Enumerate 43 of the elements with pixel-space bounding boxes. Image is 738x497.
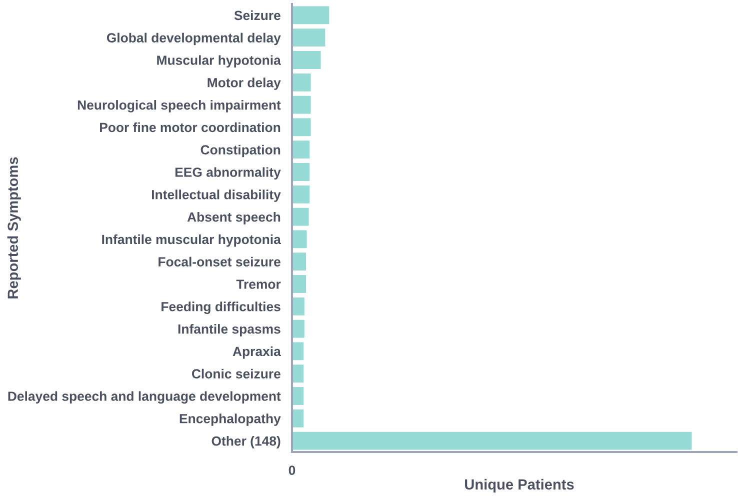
bar [292,185,310,204]
y-tick-label: Absent speech [187,212,280,224]
y-tick-label: Infantile muscular hypotonia [102,234,281,247]
bar [292,51,321,69]
bar [292,140,310,159]
bar [292,297,304,316]
x-axis-title: Unique Patients [465,478,574,492]
bar [292,342,304,360]
bar [292,28,326,47]
y-tick-label: Intellectual disability [152,190,281,202]
y-tick-label: Delayed speech and language development [8,391,281,404]
bar [292,163,310,181]
y-tick-label: EEG abnormality [175,167,281,180]
y-tick-label: Infantile spasms [178,324,280,336]
bar [292,252,306,271]
y-tick-label: Motor delay [208,78,281,90]
bar [292,432,692,450]
bar [292,6,330,24]
bar [292,409,304,428]
y-tick-label: Encephalopathy [180,414,281,426]
y-tick-label: Muscular hypotonia [157,55,281,68]
bar [292,230,307,248]
y-tick-label: Seizure [234,10,280,20]
bar [292,208,309,226]
bar [292,387,304,405]
bar [292,96,311,114]
bar [292,364,304,383]
y-tick-label: Focal-onset seizure [158,256,280,267]
y-tick-label: Neurological speech impairment [78,100,281,112]
y-tick-label: Poor fine motor coordination [100,122,280,132]
y-tick-label: Clonic seizure [192,368,280,379]
bar [292,275,306,293]
y-tick-label: Tremor [236,280,281,289]
y-axis-title: Reported Symptoms [7,157,21,298]
bar [292,118,311,136]
y-tick-label: Global developmental delay [106,32,281,46]
bar [292,320,304,338]
y-tick-label: Feeding difficulties [162,302,280,314]
bar [292,73,311,92]
y-tick-label: Other (148) [212,436,280,448]
y-tick-label: Constipation [200,144,280,158]
text: 0 [288,466,296,475]
y-tick-label: Apraxia [232,346,281,359]
